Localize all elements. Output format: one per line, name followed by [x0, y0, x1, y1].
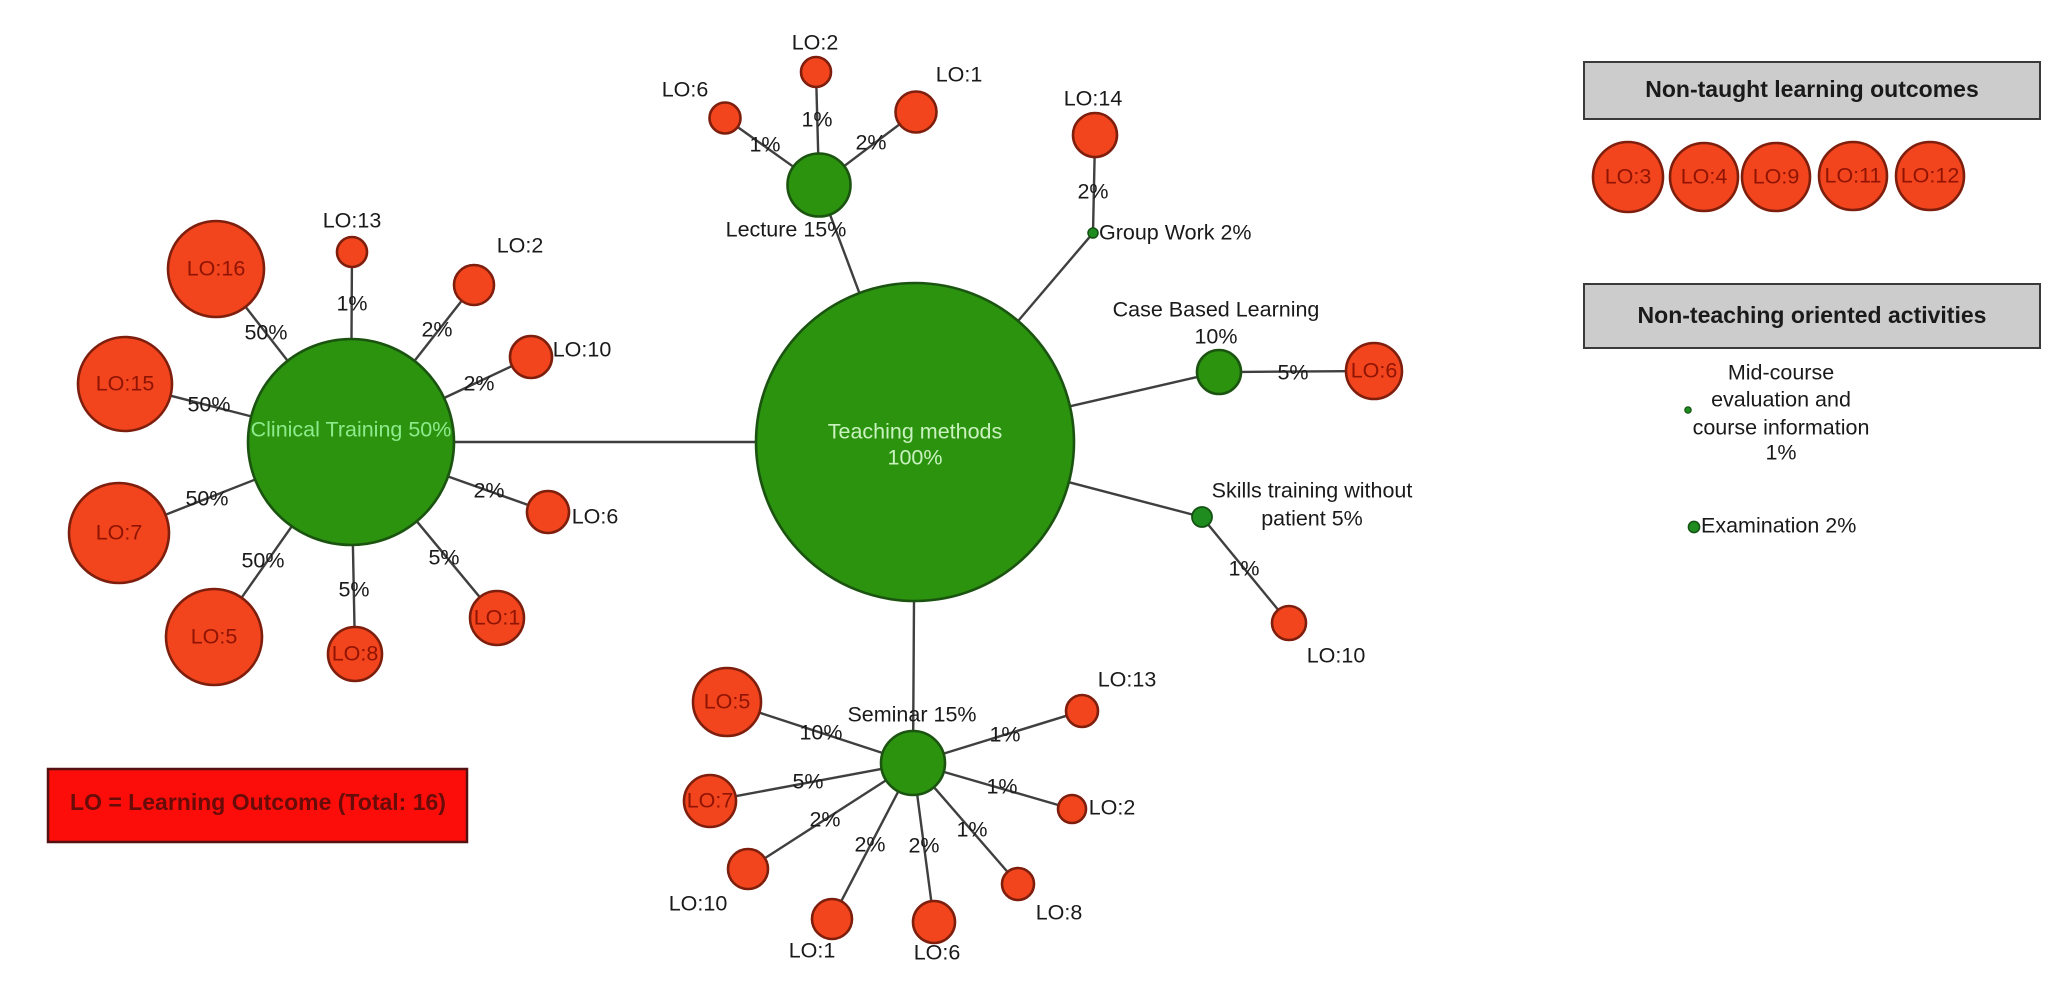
- svg-text:5%: 5%: [792, 770, 823, 794]
- svg-text:2%: 2%: [1077, 180, 1108, 204]
- svg-text:1%: 1%: [1228, 557, 1259, 581]
- svg-text:Group Work 2%: Group Work 2%: [1099, 221, 1252, 245]
- svg-text:50%: 50%: [241, 549, 284, 573]
- svg-text:LO:2: LO:2: [792, 31, 839, 55]
- svg-text:LO:16: LO:16: [187, 257, 246, 281]
- svg-text:evaluation and: evaluation and: [1711, 388, 1851, 412]
- svg-text:LO:7: LO:7: [687, 789, 734, 813]
- svg-text:LO = Learning Outcome (Total:: LO = Learning Outcome (Total: 16): [70, 789, 446, 815]
- svg-text:LO:13: LO:13: [323, 209, 382, 233]
- svg-text:10%: 10%: [1194, 325, 1237, 349]
- svg-text:patient 5%: patient 5%: [1261, 507, 1363, 531]
- svg-text:Examination 2%: Examination 2%: [1701, 514, 1856, 538]
- svg-text:course information: course information: [1693, 416, 1870, 440]
- svg-text:LO:6: LO:6: [914, 941, 961, 965]
- svg-text:Non-taught learning outcomes: Non-taught learning outcomes: [1645, 76, 1979, 102]
- svg-text:Mid-course: Mid-course: [1728, 361, 1834, 385]
- svg-text:Teaching methods: Teaching methods: [828, 420, 1003, 444]
- svg-text:2%: 2%: [463, 372, 494, 396]
- svg-text:Clinical Training 50%: Clinical Training 50%: [251, 418, 452, 442]
- svg-text:2%: 2%: [855, 131, 886, 155]
- svg-text:Non-teaching oriented activiti: Non-teaching oriented activities: [1638, 302, 1987, 328]
- svg-text:1%: 1%: [749, 133, 780, 157]
- svg-text:LO:13: LO:13: [1098, 668, 1157, 692]
- svg-text:50%: 50%: [185, 487, 228, 511]
- svg-text:50%: 50%: [244, 321, 287, 345]
- svg-text:LO:2: LO:2: [497, 234, 544, 258]
- svg-text:2%: 2%: [908, 834, 939, 858]
- svg-text:LO:8: LO:8: [332, 642, 379, 666]
- svg-text:LO:6: LO:6: [572, 505, 619, 529]
- svg-text:1%: 1%: [956, 818, 987, 842]
- svg-text:1%: 1%: [986, 775, 1017, 799]
- svg-text:2%: 2%: [421, 318, 452, 342]
- svg-text:1%: 1%: [336, 292, 367, 316]
- svg-text:Seminar 15%: Seminar 15%: [847, 703, 976, 727]
- svg-text:LO:10: LO:10: [553, 338, 612, 362]
- svg-text:LO:6: LO:6: [662, 78, 709, 102]
- svg-text:LO:11: LO:11: [1825, 164, 1882, 188]
- svg-text:LO:5: LO:5: [191, 625, 238, 649]
- svg-text:LO:1: LO:1: [936, 63, 983, 87]
- svg-text:2%: 2%: [809, 808, 840, 832]
- svg-text:LO:9: LO:9: [1753, 165, 1800, 189]
- svg-text:5%: 5%: [338, 578, 369, 602]
- svg-text:50%: 50%: [187, 393, 230, 417]
- svg-text:LO:6: LO:6: [1351, 359, 1398, 383]
- svg-text:LO:1: LO:1: [789, 939, 836, 963]
- svg-text:Skills training without: Skills training without: [1212, 479, 1413, 503]
- svg-text:1%: 1%: [1765, 441, 1796, 465]
- svg-text:10%: 10%: [799, 721, 842, 745]
- svg-text:1%: 1%: [801, 108, 832, 132]
- svg-text:LO:3: LO:3: [1605, 165, 1652, 189]
- svg-text:Case Based Learning: Case Based Learning: [1113, 298, 1320, 322]
- svg-text:LO:4: LO:4: [1681, 165, 1728, 189]
- svg-text:LO:1: LO:1: [474, 606, 521, 630]
- svg-text:LO:7: LO:7: [96, 521, 143, 545]
- svg-text:Lecture 15%: Lecture 15%: [726, 218, 847, 242]
- svg-text:1%: 1%: [989, 723, 1020, 747]
- svg-text:LO:10: LO:10: [1307, 644, 1366, 668]
- svg-text:LO:12: LO:12: [1901, 164, 1960, 188]
- svg-text:2%: 2%: [473, 479, 504, 503]
- svg-text:5%: 5%: [428, 546, 459, 570]
- svg-text:LO:10: LO:10: [669, 892, 728, 916]
- svg-text:LO:2: LO:2: [1089, 796, 1136, 820]
- svg-text:LO:15: LO:15: [96, 372, 155, 396]
- svg-text:5%: 5%: [1277, 361, 1308, 385]
- svg-text:2%: 2%: [854, 833, 885, 857]
- svg-text:100%: 100%: [888, 446, 943, 470]
- svg-text:LO:14: LO:14: [1064, 87, 1123, 111]
- svg-text:LO:8: LO:8: [1036, 901, 1083, 925]
- svg-text:LO:5: LO:5: [704, 690, 751, 714]
